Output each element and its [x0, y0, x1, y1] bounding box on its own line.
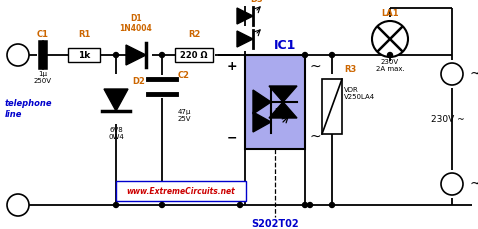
- Circle shape: [441, 63, 463, 85]
- Polygon shape: [237, 31, 253, 47]
- Text: S202T02: S202T02: [251, 219, 299, 229]
- Circle shape: [7, 194, 29, 216]
- Circle shape: [7, 44, 29, 66]
- Polygon shape: [253, 90, 271, 114]
- Text: IC1: IC1: [274, 39, 296, 52]
- Text: 1k: 1k: [78, 51, 90, 60]
- Text: R2: R2: [188, 30, 200, 39]
- Circle shape: [238, 202, 242, 207]
- Text: b: b: [15, 200, 21, 210]
- Text: C1: C1: [37, 30, 49, 39]
- Bar: [245, 55, 305, 149]
- Bar: [68, 48, 100, 62]
- Circle shape: [113, 202, 119, 207]
- Text: 230V ~: 230V ~: [431, 114, 465, 123]
- Circle shape: [303, 202, 307, 207]
- Text: LA1: LA1: [381, 9, 399, 18]
- Text: R1: R1: [78, 30, 90, 39]
- Polygon shape: [237, 8, 253, 24]
- Text: ~: ~: [310, 60, 322, 74]
- Text: ~: ~: [469, 67, 478, 81]
- Polygon shape: [269, 102, 297, 118]
- Text: 6V8
0W4: 6V8 0W4: [108, 127, 124, 140]
- Circle shape: [160, 202, 164, 207]
- Polygon shape: [104, 89, 128, 111]
- Text: +: +: [227, 60, 237, 73]
- Text: ~: ~: [310, 130, 322, 144]
- Text: 230V
2A max.: 230V 2A max.: [376, 59, 404, 72]
- Text: ~: ~: [469, 177, 478, 191]
- Bar: [322, 79, 342, 134]
- Polygon shape: [269, 86, 297, 102]
- Circle shape: [303, 52, 307, 57]
- Polygon shape: [126, 45, 146, 65]
- Text: D2: D2: [132, 76, 145, 85]
- Bar: [116, 181, 246, 201]
- Text: telephone
line: telephone line: [5, 99, 53, 119]
- Circle shape: [388, 52, 392, 57]
- Text: 47µ
25V: 47µ 25V: [178, 109, 192, 122]
- Text: D3: D3: [250, 0, 263, 4]
- Text: www.ExtremeCircuits.net: www.ExtremeCircuits.net: [127, 186, 235, 196]
- Text: a: a: [15, 50, 21, 60]
- Circle shape: [113, 52, 119, 57]
- Text: R3: R3: [344, 65, 356, 74]
- Text: 220 Ω: 220 Ω: [180, 51, 208, 60]
- Text: ~: ~: [474, 65, 478, 83]
- Text: D1
1N4004: D1 1N4004: [120, 14, 152, 33]
- Text: ~: ~: [474, 175, 478, 193]
- Polygon shape: [253, 112, 271, 132]
- Circle shape: [307, 202, 313, 207]
- Text: C2: C2: [178, 71, 190, 81]
- Circle shape: [441, 173, 463, 195]
- Bar: [175, 48, 213, 62]
- Circle shape: [372, 21, 408, 57]
- Text: L: L: [449, 69, 455, 79]
- Text: 1µ
250V: 1µ 250V: [34, 71, 52, 84]
- Text: VDR
V250LA4: VDR V250LA4: [344, 87, 375, 100]
- Text: −: −: [227, 131, 237, 144]
- Circle shape: [329, 52, 335, 57]
- Circle shape: [160, 52, 164, 57]
- Text: N: N: [448, 179, 456, 189]
- Circle shape: [329, 202, 335, 207]
